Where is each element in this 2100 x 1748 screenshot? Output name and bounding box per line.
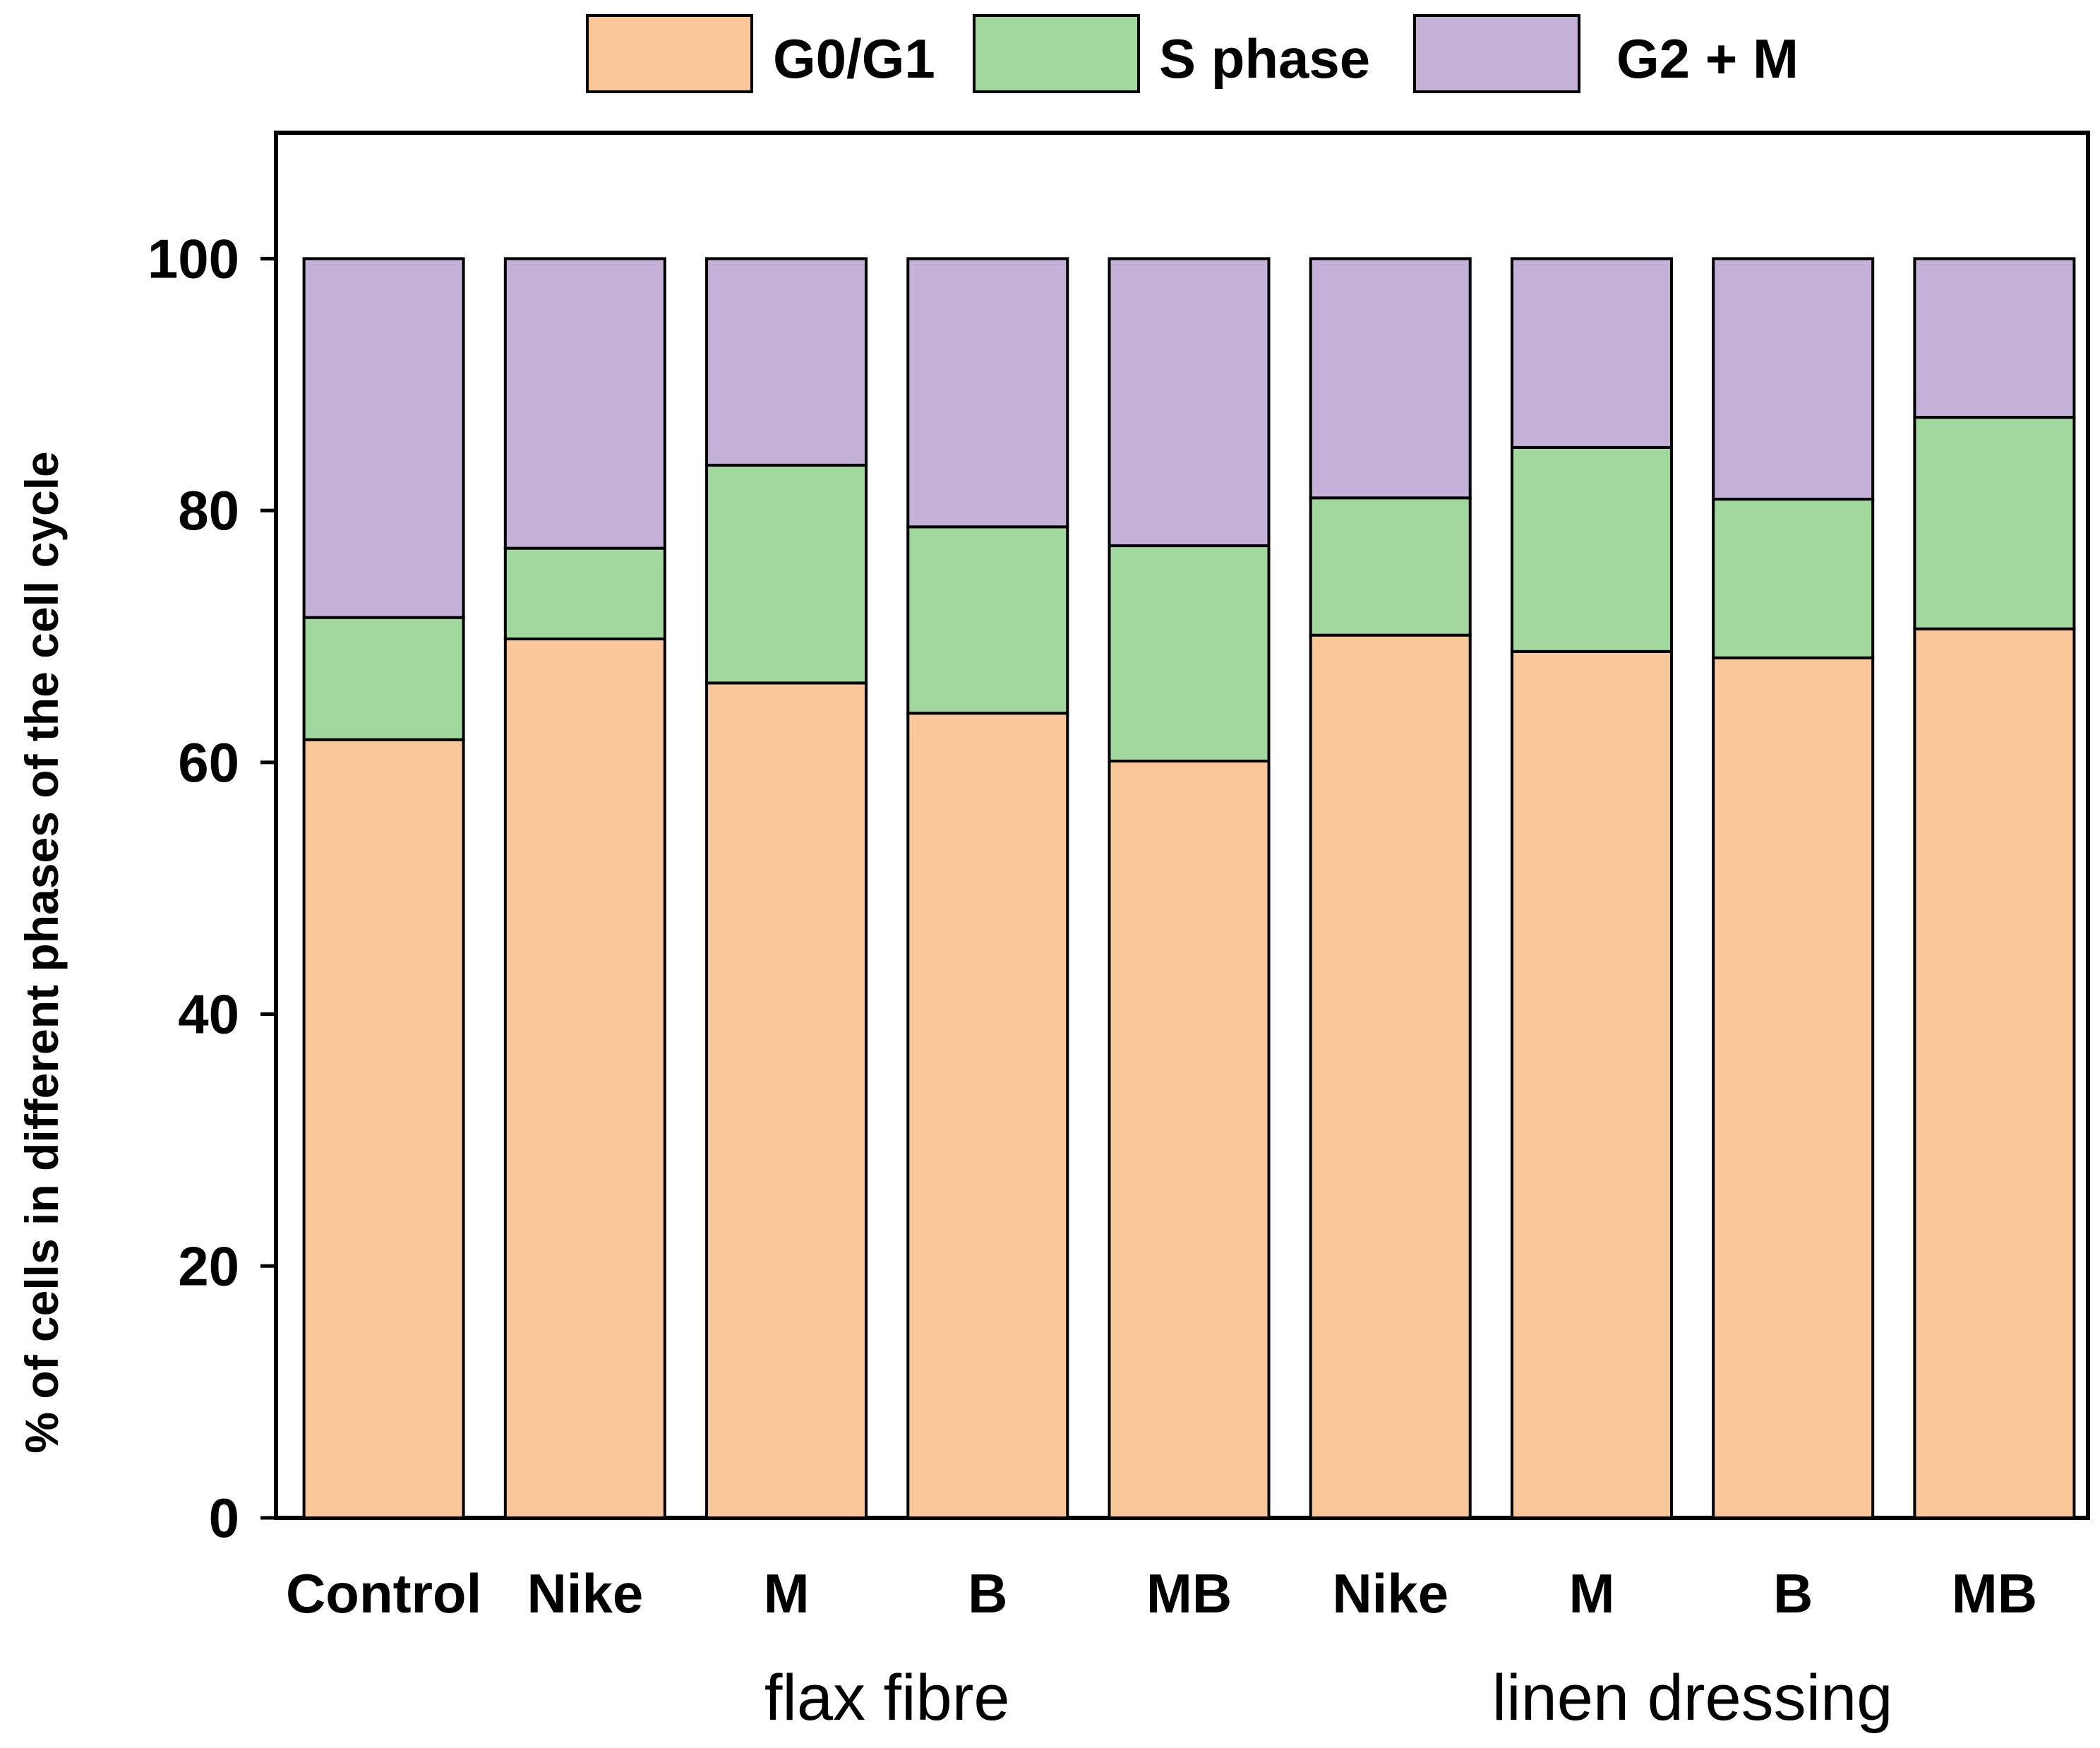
legend-label: S phase (1159, 28, 1370, 90)
bar-segment-s-phase-7 (1712, 498, 1875, 659)
bar-segment-g2-m-6 (1510, 257, 1673, 449)
y-axis-title: % of cells in different phases of the ce… (16, 451, 68, 1453)
legend-label: G0/G1 (773, 28, 935, 90)
y-tick-label: 80 (178, 479, 239, 541)
bar-segment-g2-m-5 (1309, 257, 1472, 500)
x-tick-label: Nike (1332, 1562, 1448, 1624)
legend-label: G2 + M (1616, 28, 1799, 90)
y-tick-label: 40 (178, 983, 239, 1046)
bar-segment-s-phase-8 (1913, 416, 2076, 630)
bar-segment-g2-m-2 (705, 257, 868, 467)
x-tick-label: M (1568, 1562, 1614, 1624)
group-labels: flax fibre linen dressing (764, 1662, 1893, 1734)
x-tick-label: M (764, 1562, 810, 1624)
bar-segment-s-phase-4 (1108, 544, 1271, 763)
bar-segment-s-phase-3 (906, 525, 1069, 715)
x-axis-labels: Control Nike M B MB Nike M B MB (286, 1562, 2037, 1624)
bar-segment-g0-g1-8 (1913, 627, 2076, 1520)
y-tick-label: 60 (178, 731, 239, 794)
group-label: linen dressing (1492, 1662, 1893, 1734)
bar-segment-s-phase-0 (302, 616, 465, 741)
legend: G0/G1 S phase G2 + M (586, 14, 1799, 93)
bar-segment-g0-g1-6 (1510, 649, 1673, 1519)
x-tick-label: Nike (527, 1562, 643, 1624)
y-tick-label: 20 (178, 1235, 239, 1297)
bar-segment-g0-g1-1 (503, 637, 666, 1519)
bar-segment-g2-m-1 (503, 257, 666, 550)
x-tick-label: MB (1952, 1562, 2037, 1624)
group-label: flax fibre (764, 1662, 1010, 1734)
legend-swatch (586, 14, 753, 93)
bars (302, 257, 2076, 1520)
bar-segment-g0-g1-5 (1309, 633, 1472, 1519)
bar-segment-g0-g1-7 (1712, 656, 1875, 1519)
bar-segment-g2-m-0 (302, 257, 465, 619)
bar-segment-g0-g1-3 (906, 712, 1069, 1519)
bar-segment-g2-m-4 (1108, 257, 1271, 548)
bar-segment-g0-g1-0 (302, 738, 465, 1519)
x-tick-label: MB (1146, 1562, 1232, 1624)
x-tick-label: B (1773, 1562, 1813, 1624)
bar-segment-g2-m-8 (1913, 257, 2076, 419)
bar-segment-s-phase-5 (1309, 496, 1472, 637)
bar-segment-g2-m-7 (1712, 257, 1875, 501)
x-tick-label: Control (286, 1562, 481, 1624)
bar-segment-g0-g1-4 (1108, 760, 1271, 1519)
bar-segment-g0-g1-2 (705, 681, 868, 1519)
y-tick-label: 100 (148, 227, 239, 289)
bar-segment-s-phase-1 (503, 546, 666, 641)
y-axis: 0 20 40 60 80 100 (148, 227, 276, 1549)
bar-segment-g2-m-3 (906, 257, 1069, 529)
bar-segment-s-phase-6 (1510, 445, 1673, 653)
legend-swatch (973, 14, 1140, 93)
legend-swatch (1413, 14, 1580, 93)
x-tick-label: B (968, 1562, 1007, 1624)
bar-segment-s-phase-2 (705, 463, 868, 685)
y-tick-label: 0 (209, 1487, 239, 1549)
